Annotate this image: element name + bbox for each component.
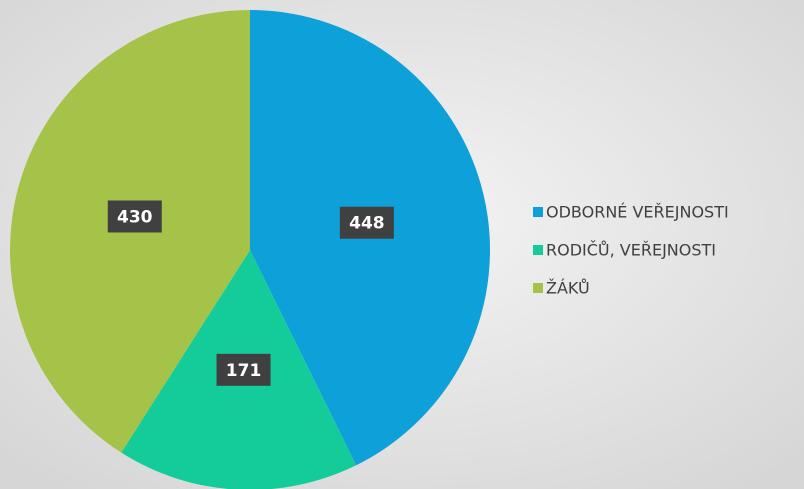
- legend-label: RODIČŮ, VEŘEJNOSTI: [546, 241, 716, 260]
- data-labels: 448 171 430: [107, 200, 394, 386]
- legend-label: ŽÁKŮ: [546, 279, 590, 298]
- legend: ODBORNÉ VEŘEJNOSTI RODIČŮ, VEŘEJNOSTI ŽÁKŮ: [533, 203, 729, 298]
- legend-swatch: [533, 245, 543, 255]
- data-label-box: [107, 200, 162, 233]
- data-label: 448: [349, 214, 385, 234]
- data-label-box: [216, 353, 271, 386]
- data-label: 430: [117, 207, 153, 227]
- data-label: 171: [226, 361, 262, 381]
- legend-swatch: [533, 283, 543, 293]
- data-label-box: [339, 206, 394, 239]
- legend-swatch: [533, 207, 543, 217]
- legend-label: ODBORNÉ VEŘEJNOSTI: [546, 203, 729, 222]
- pie: [9, 10, 491, 489]
